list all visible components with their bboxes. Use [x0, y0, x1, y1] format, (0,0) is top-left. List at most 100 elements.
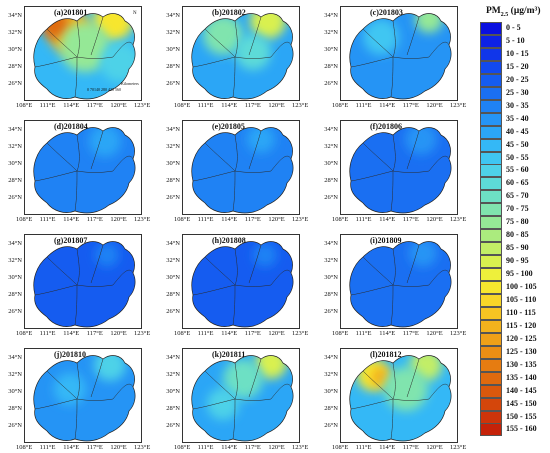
latitude-labels: 34°N 32°N 30°N 28°N 26°N	[316, 120, 340, 215]
longitude-tick-label: 111°E	[39, 330, 56, 337]
scale-bar: 0 70140 280 420 560	[87, 87, 121, 92]
longitude-tick-label: 123°E	[292, 444, 309, 451]
legend-swatch	[480, 203, 502, 217]
pm25-hotspot	[253, 243, 277, 267]
map-panel: (d)201804 34°N 32°N 30°N 28°N 26°N 108°E 111°E 1…	[0, 120, 150, 225]
pm25-hotspot	[415, 13, 443, 33]
province-border	[234, 362, 238, 400]
province-border	[204, 370, 236, 400]
legend-item: 140 - 145	[480, 384, 550, 398]
latitude-tick-label: 32°N	[324, 29, 338, 36]
longitude-tick-label: 114°E	[221, 330, 238, 337]
longitude-tick-label: 114°E	[63, 330, 80, 337]
province-border	[46, 256, 78, 286]
legend-swatch	[480, 22, 502, 35]
province-border	[392, 56, 430, 59]
panel-label: (k)201811	[212, 350, 246, 359]
legend-item: 50 - 55	[480, 151, 550, 165]
longitude-tick-label: 114°E	[221, 444, 238, 451]
legend-item: 120 - 125	[480, 332, 550, 346]
province-border	[74, 398, 78, 440]
longitude-tick-label: 111°E	[197, 330, 214, 337]
longitude-labels: 108°E 111°E 114°E 117°E 120°E 123°E	[16, 444, 151, 453]
pm25-hotspot	[250, 13, 286, 39]
longitude-tick-label: 114°E	[63, 216, 80, 223]
longitude-tick-label: 108°E	[332, 330, 349, 337]
province-border	[204, 256, 236, 286]
legend-label: 70 - 75	[506, 204, 529, 214]
longitude-labels: 108°E 111°E 114°E 117°E 120°E 123°E	[332, 102, 467, 111]
legend-label: 30 - 35	[506, 100, 529, 110]
region-outline	[349, 13, 452, 100]
latitude-tick-label: 30°N	[324, 160, 338, 167]
pm25-hotspot	[54, 373, 86, 405]
province-border	[362, 142, 394, 172]
latitude-labels: 34°N 32°N 30°N 28°N 26°N	[158, 348, 182, 443]
longitude-labels: 108°E 111°E 114°E 117°E 120°E 123°E	[174, 102, 309, 111]
province-border	[270, 269, 292, 286]
province-border	[392, 248, 396, 286]
panel-label: (f)201806	[370, 122, 402, 131]
legend-item: 35 - 40	[480, 112, 550, 126]
map-panel: (g)201807 34°N 32°N 30°N 28°N 26°N 108°E 111°E 1…	[0, 234, 150, 339]
legend-label: 60 - 65	[506, 178, 529, 188]
legend-label: 75 - 80	[506, 217, 529, 227]
pm25-map	[349, 13, 452, 100]
longitude-tick-label: 117°E	[402, 444, 419, 451]
province-border	[192, 170, 236, 182]
legend-item: 60 - 65	[480, 177, 550, 191]
longitude-tick-label: 117°E	[244, 444, 261, 451]
longitude-tick-label: 111°E	[355, 330, 372, 337]
panel-label: (c)201803	[370, 8, 403, 17]
latitude-labels: 34°N 32°N 30°N 28°N 26°N	[158, 234, 182, 329]
region-outline	[33, 355, 136, 442]
province-border	[350, 284, 394, 296]
province-border	[234, 284, 272, 287]
province-border	[232, 284, 236, 326]
province-border	[74, 56, 78, 98]
legend-swatch	[480, 190, 502, 204]
province-border	[112, 41, 134, 58]
longitude-tick-label: 108°E	[174, 102, 191, 109]
province-border	[112, 269, 134, 286]
legend-swatch	[480, 229, 502, 243]
region-outline	[33, 127, 136, 214]
province-border	[90, 16, 104, 56]
legend-swatch	[480, 99, 502, 113]
pm25-map	[33, 127, 136, 214]
latitude-tick-label: 34°N	[324, 354, 338, 361]
pm25-map	[191, 127, 294, 214]
longitude-tick-label: 108°E	[16, 330, 33, 337]
region-outline	[33, 13, 136, 100]
longitude-tick-label: 117°E	[244, 102, 261, 109]
province-border	[406, 16, 420, 56]
legend-item: 0 - 5	[480, 22, 550, 35]
map-frame: (j)201810	[24, 348, 142, 443]
legend-title: PM2.5 (μg/m³)	[486, 6, 541, 18]
legend-item: 40 - 45	[480, 125, 550, 139]
latitude-tick-label: 28°N	[166, 177, 180, 184]
latitude-tick-label: 30°N	[8, 388, 22, 395]
province-border	[90, 244, 104, 284]
latitude-tick-label: 30°N	[324, 274, 338, 281]
map-frame: (h)201808	[182, 234, 300, 329]
latitude-tick-label: 28°N	[8, 291, 22, 298]
map-panel: (b)201802 34°N 32°N 30°N 28°N 26°N 108°E 111°E 1…	[158, 6, 308, 111]
longitude-tick-label: 111°E	[197, 102, 214, 109]
latitude-labels: 34°N 32°N 30°N 28°N 26°N	[0, 348, 24, 443]
latitude-tick-label: 32°N	[166, 257, 180, 264]
legend-label: 145 - 150	[506, 398, 537, 408]
latitude-tick-label: 34°N	[324, 126, 338, 133]
longitude-tick-label: 111°E	[39, 216, 56, 223]
latitude-tick-label: 30°N	[166, 46, 180, 53]
pm25-hotspot	[363, 19, 399, 55]
legend-item: 110 - 115	[480, 306, 550, 320]
longitude-tick-label: 120°E	[426, 102, 443, 109]
legend-item: 95 - 100	[480, 268, 550, 282]
province-border	[392, 362, 396, 400]
latitude-tick-label: 30°N	[166, 160, 180, 167]
province-border	[428, 269, 450, 286]
legend-item: 130 - 135	[480, 358, 550, 372]
longitude-tick-label: 117°E	[86, 216, 103, 223]
longitude-tick-label: 111°E	[355, 216, 372, 223]
